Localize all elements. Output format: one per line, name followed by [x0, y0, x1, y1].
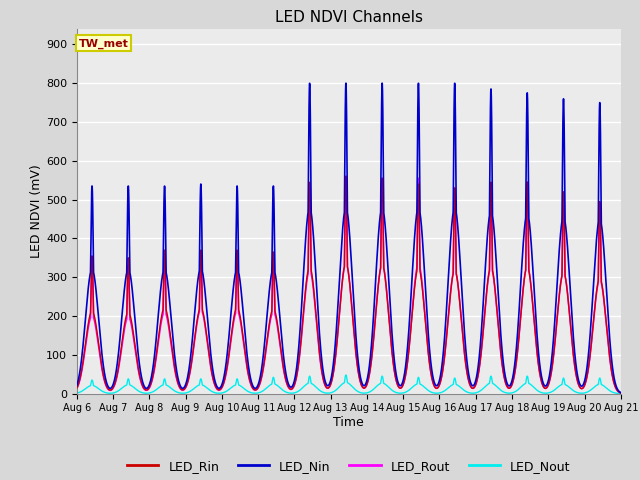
LED_Rout — [73, 385, 81, 391]
Line: LED_Nout: LED_Nout — [77, 375, 621, 394]
LED_Nin — [520, 229, 528, 235]
LED_Rout — [427, 368, 435, 374]
Title: LED NDVI Channels: LED NDVI Channels — [275, 10, 423, 25]
LED_Nout — [399, 390, 407, 396]
LED_Rout — [520, 277, 528, 283]
LED_Nin — [378, 80, 386, 86]
Y-axis label: LED NDVI (mV): LED NDVI (mV) — [30, 164, 43, 258]
Legend: LED_Rin, LED_Nin, LED_Rout, LED_Nout: LED_Rin, LED_Nin, LED_Rout, LED_Nout — [122, 455, 575, 478]
LED_Rout — [342, 173, 349, 179]
LED_Nout — [520, 381, 528, 387]
LED_Nout — [479, 386, 486, 392]
Line: LED_Rout: LED_Rout — [77, 176, 621, 393]
LED_Nin — [399, 378, 407, 384]
LED_Nin — [427, 359, 435, 364]
Line: LED_Nin: LED_Nin — [77, 83, 621, 393]
Line: LED_Rin: LED_Rin — [77, 176, 621, 393]
LED_Nin — [617, 390, 625, 396]
LED_Nin — [479, 307, 486, 312]
LED_Rout — [281, 372, 289, 378]
LED_Rout — [399, 382, 407, 387]
LED_Nout — [427, 389, 435, 395]
LED_Rin — [520, 277, 528, 283]
LED_Nout — [617, 391, 625, 396]
LED_Nout — [73, 390, 81, 396]
LED_Nin — [73, 383, 81, 388]
LED_Rout — [617, 390, 625, 396]
LED_Nin — [281, 362, 289, 368]
LED_Rin — [73, 385, 81, 391]
LED_Nin — [172, 361, 179, 367]
LED_Nout — [172, 389, 179, 395]
LED_Rin — [617, 390, 625, 396]
LED_Rin — [427, 369, 435, 375]
LED_Rin — [479, 333, 486, 338]
LED_Rin — [399, 382, 407, 388]
X-axis label: Time: Time — [333, 416, 364, 429]
Text: TW_met: TW_met — [79, 38, 129, 48]
LED_Nout — [281, 388, 289, 394]
LED_Rin — [342, 173, 349, 179]
LED_Rout — [479, 333, 486, 339]
LED_Rin — [172, 370, 179, 376]
LED_Rin — [281, 372, 289, 377]
LED_Rout — [172, 371, 179, 377]
LED_Nout — [342, 372, 349, 378]
